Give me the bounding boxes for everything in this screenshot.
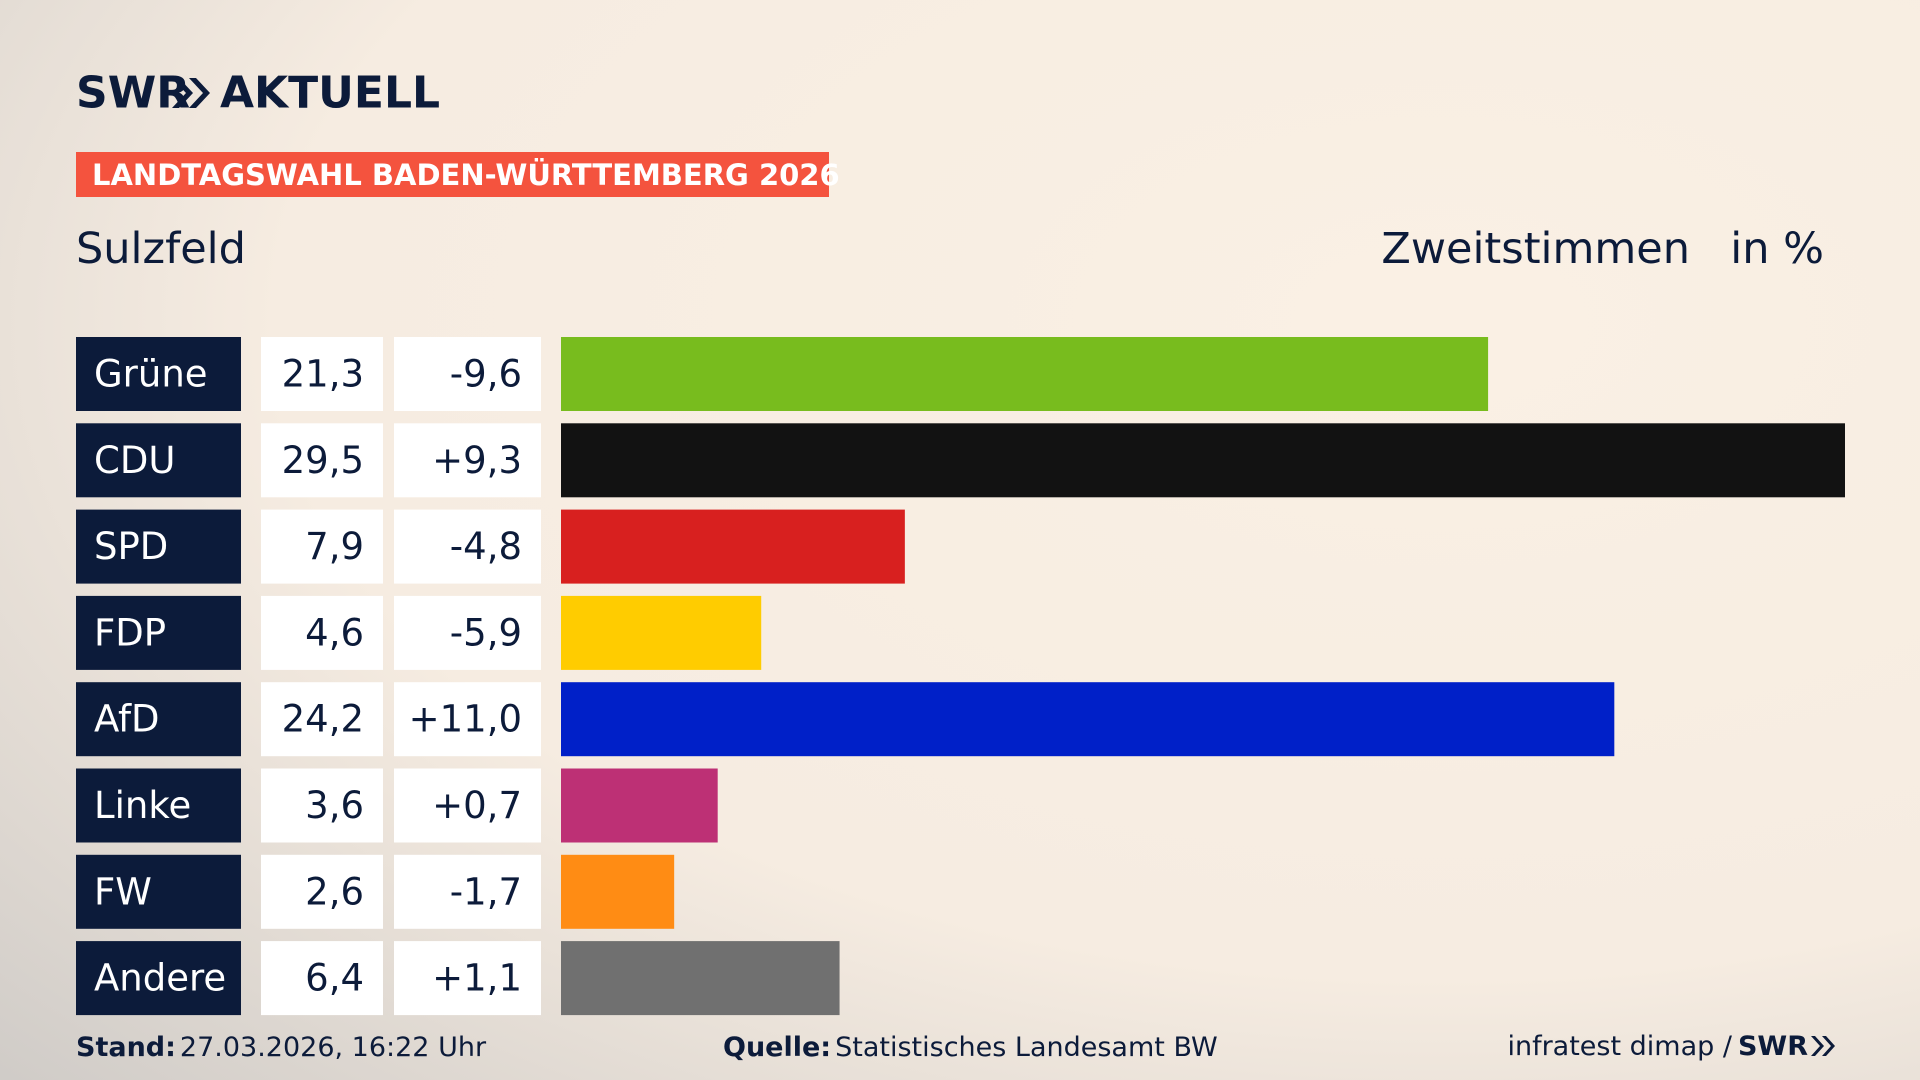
change-box — [394, 682, 541, 757]
value-box — [261, 682, 383, 757]
change-label: +1,1 — [432, 957, 522, 1000]
party-label: AfD — [94, 698, 160, 741]
value-box — [261, 423, 383, 498]
party-label: FW — [94, 870, 152, 913]
change-box — [394, 941, 541, 1016]
value-box — [261, 509, 383, 584]
party-label: FDP — [94, 611, 166, 654]
source: Statistisches Landesamt BW — [835, 1032, 1218, 1063]
party-label: Andere — [94, 957, 226, 1000]
logo-suffix: AKTUELL — [220, 68, 440, 119]
value-box — [261, 941, 383, 1016]
value-label: 2,6 — [305, 870, 364, 913]
logo: SWR — [76, 68, 190, 119]
change-label: -1,7 — [450, 870, 522, 913]
subtitle: Sulzfeld — [76, 224, 246, 274]
value-label: 7,9 — [305, 525, 364, 568]
bar — [561, 854, 675, 929]
bar — [561, 682, 1615, 757]
bar — [561, 423, 1845, 498]
party-box — [76, 854, 241, 929]
logo-chevrons — [172, 78, 210, 108]
credit-logo: SWR — [1738, 1031, 1808, 1062]
credit: infratest dimap / — [1507, 1031, 1732, 1062]
party-label: SPD — [94, 525, 168, 568]
change-label: +0,7 — [432, 784, 522, 827]
change-box — [394, 337, 541, 411]
bar — [561, 768, 718, 843]
value-label: 3,6 — [305, 784, 364, 827]
value-box — [261, 854, 383, 929]
party-box — [76, 768, 241, 843]
bar — [561, 337, 1489, 411]
change-label: +9,3 — [432, 439, 522, 482]
change-label: +11,0 — [409, 698, 522, 741]
change-label: -4,8 — [450, 525, 522, 568]
footer-stand: Stand: 27.03.2026, 16:22 Uhr — [76, 1032, 487, 1063]
value-label: 29,5 — [282, 439, 364, 482]
party-label: Grüne — [94, 353, 208, 396]
change-box — [394, 768, 541, 843]
measure: Zweitstimmen — [1381, 224, 1690, 274]
footer-credit: infratest dimap / SWR — [1507, 1031, 1808, 1062]
chart-title: LANDTAGSWAHL BADEN-WÜRTTEMBERG 2026 — [92, 158, 840, 192]
value-label: 24,2 — [282, 698, 364, 741]
party-box — [76, 682, 241, 757]
party-box — [76, 595, 241, 670]
value-box — [261, 337, 383, 411]
stand: 27.03.2026, 16:22 Uhr — [180, 1032, 487, 1063]
footer-source: Quelle: Statistisches Landesamt BW — [723, 1032, 1218, 1063]
change-box — [394, 509, 541, 584]
value-box — [261, 768, 383, 843]
change-label: -5,9 — [450, 611, 522, 654]
value-box — [261, 595, 383, 670]
bar — [561, 509, 905, 584]
unit: in % — [1730, 224, 1824, 274]
bar — [561, 941, 840, 1016]
party-label: CDU — [94, 439, 175, 482]
value-label: 6,4 — [305, 957, 364, 1000]
party-label: Linke — [94, 784, 191, 827]
change-label: -9,6 — [450, 353, 522, 396]
party-box — [76, 423, 241, 498]
change-box — [394, 595, 541, 670]
value-label: 21,3 — [282, 353, 364, 396]
stand-label: Stand: — [76, 1032, 176, 1063]
party-box — [76, 509, 241, 584]
bar — [561, 595, 762, 670]
change-box — [394, 854, 541, 929]
title-banner — [76, 152, 829, 197]
party-box — [76, 941, 241, 1016]
source-label: Quelle: — [723, 1032, 831, 1063]
change-box — [394, 423, 541, 498]
credit-chevrons — [1811, 1036, 1835, 1056]
value-label: 4,6 — [305, 611, 364, 654]
party-box — [76, 337, 241, 411]
